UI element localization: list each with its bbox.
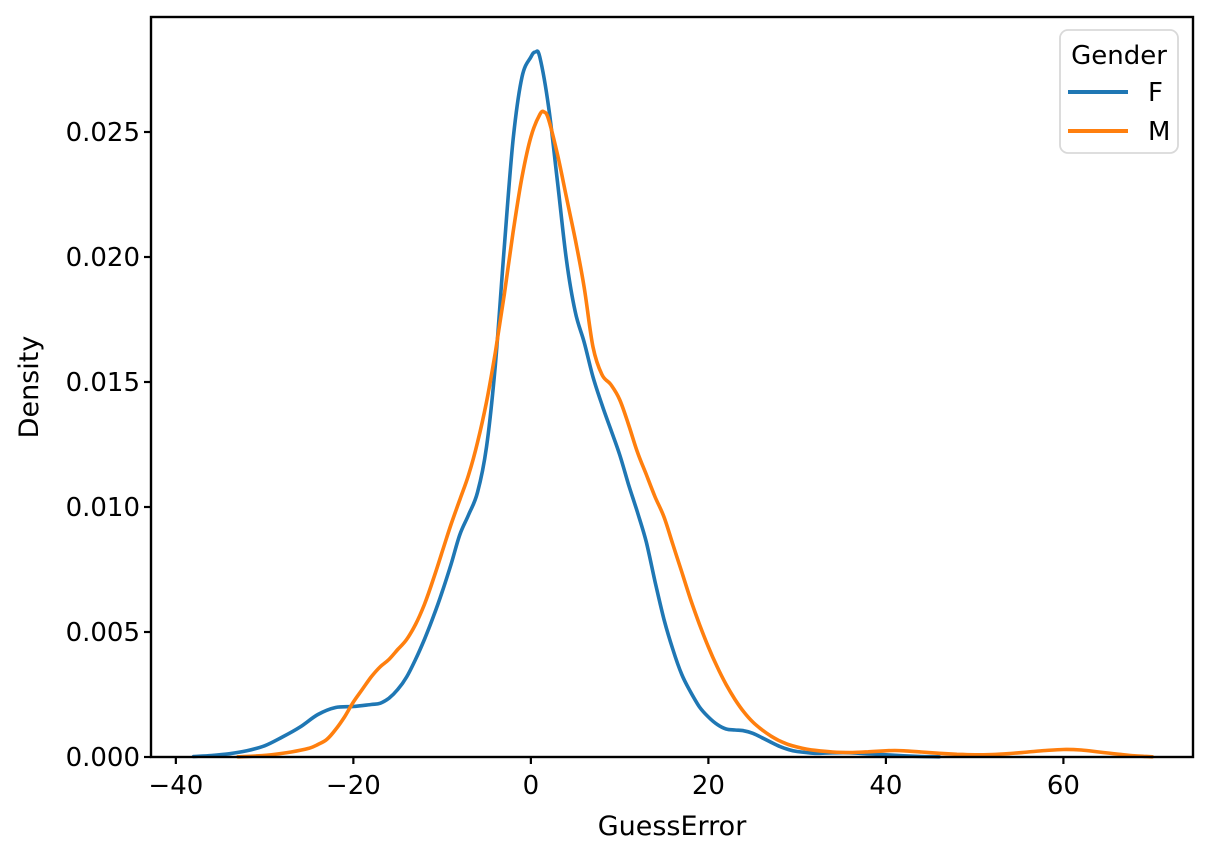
legend-title: Gender xyxy=(1071,41,1167,71)
axes-spines xyxy=(149,15,1195,759)
legend-label-F: F xyxy=(1148,78,1163,108)
x-tick-label: 40 xyxy=(869,771,902,801)
kde-curve-M xyxy=(236,109,1154,759)
x-tick-label: 0 xyxy=(523,771,540,801)
legend-label-M: M xyxy=(1148,117,1170,147)
x-tick-label: 60 xyxy=(1047,771,1080,801)
x-tick-label: −40 xyxy=(148,771,203,801)
y-tick-label: 0.025 xyxy=(66,118,140,148)
y-tick-label: 0.020 xyxy=(66,243,140,273)
y-tick-label: 0.000 xyxy=(66,743,140,773)
y-tick-label: 0.010 xyxy=(66,493,140,523)
y-axis-label: Density xyxy=(14,336,45,439)
y-tick-label: 0.005 xyxy=(66,618,140,648)
y-tick-label: 0.015 xyxy=(66,368,140,398)
x-tick-label: −20 xyxy=(326,771,381,801)
kde-curve-F xyxy=(191,49,941,759)
x-axis-label: GuessError xyxy=(598,811,747,842)
x-tick-label: 20 xyxy=(692,771,725,801)
